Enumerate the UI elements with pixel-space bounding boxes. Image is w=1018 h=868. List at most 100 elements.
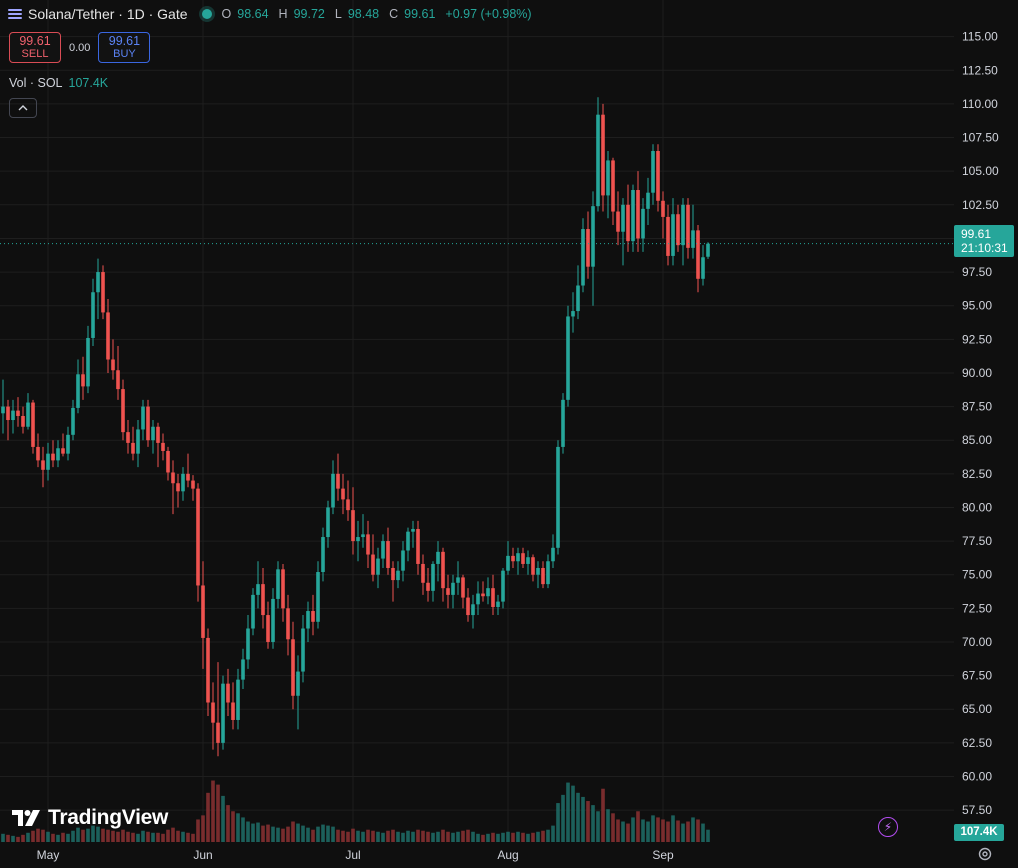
volume-bar <box>541 830 545 842</box>
volume-bars <box>1 780 710 842</box>
candle-body <box>331 473 335 508</box>
tradingview-logo[interactable]: TradingView <box>12 806 168 830</box>
sell-button[interactable]: 99.61 SELL <box>9 32 61 63</box>
candle-body <box>96 272 100 293</box>
candle-body <box>301 628 305 672</box>
candle-body <box>551 547 555 562</box>
price-tick-label: 62.50 <box>962 736 992 750</box>
candle-body <box>546 561 550 585</box>
candle-body <box>506 555 510 571</box>
volume-bar <box>566 782 570 842</box>
candle-body <box>391 567 395 581</box>
volume-bar <box>511 832 515 842</box>
candle-body <box>336 473 340 489</box>
candle-body <box>441 551 445 589</box>
candle-body <box>246 628 250 660</box>
price-tick-label: 70.00 <box>962 635 992 649</box>
bar-countdown: 21:10:31 <box>961 241 1008 255</box>
lightning-icon[interactable]: ⚡ <box>878 817 898 837</box>
candle-body <box>501 570 505 602</box>
candle-body <box>46 453 50 470</box>
candle-body <box>216 722 220 743</box>
candle-body <box>566 316 570 400</box>
candle-body <box>606 160 610 196</box>
candle-body <box>476 593 480 605</box>
volume-bar <box>166 829 170 842</box>
candle-body <box>241 659 245 680</box>
volume-bar <box>681 823 685 842</box>
candle-body <box>481 593 485 597</box>
candle-body <box>111 359 115 371</box>
volume-bar <box>571 785 575 842</box>
volume-bar <box>416 829 420 842</box>
volume-bar <box>286 826 290 842</box>
volume-bar <box>691 817 695 842</box>
candle-body <box>451 582 455 595</box>
price-axis[interactable]: 115.00112.50110.00107.50105.00102.50100.… <box>962 30 999 817</box>
tradingview-logo-icon <box>12 810 40 826</box>
candle-body <box>456 577 460 583</box>
candle-body <box>31 402 35 447</box>
collapse-legend-button[interactable] <box>9 98 37 118</box>
volume-bar <box>56 834 60 842</box>
volume-bar <box>586 801 590 842</box>
candle-body <box>641 208 645 239</box>
candlesticks <box>1 97 710 757</box>
buy-button[interactable]: 99.61 BUY <box>98 32 151 63</box>
volume-bar <box>451 832 455 842</box>
volume-bar <box>581 796 585 842</box>
candle-body <box>261 584 265 616</box>
volume-bar <box>46 831 50 842</box>
candle-body <box>6 406 10 421</box>
candle-body <box>21 415 25 427</box>
time-tick-label: Jun <box>193 848 212 862</box>
high-label: H <box>278 7 288 21</box>
legend-header: Solana/Tether · 1D · Gate O 98.64 H 99.72 … <box>8 6 536 22</box>
candle-body <box>631 190 635 242</box>
candle-body <box>361 534 365 538</box>
volume-bar <box>201 815 205 842</box>
volume-bar <box>6 834 10 842</box>
candle-body <box>201 585 205 638</box>
candle-body <box>666 216 670 256</box>
volume-bar <box>181 831 185 842</box>
price-tick-label: 107.50 <box>962 131 999 145</box>
volume-bar <box>136 833 140 842</box>
time-axis[interactable]: May Jun Jul Aug Sep <box>37 848 674 862</box>
candle-body <box>616 211 620 232</box>
candle-body <box>11 410 15 421</box>
candle-body <box>136 429 140 454</box>
volume-bar <box>676 820 680 842</box>
volume-bar <box>456 831 460 842</box>
volume-bar <box>701 823 705 842</box>
volume-bar <box>631 817 635 842</box>
volume-bar <box>616 819 620 842</box>
volume-bar <box>26 832 30 842</box>
high-value: 99.72 <box>293 7 325 21</box>
low-value: 98.48 <box>347 7 380 21</box>
candle-body <box>306 611 310 629</box>
volume-bar <box>91 825 95 842</box>
candle-body <box>571 311 575 317</box>
gear-icon[interactable] <box>977 846 993 862</box>
candle-body <box>576 285 580 312</box>
hamburger-icon[interactable] <box>8 7 22 21</box>
volume-bar <box>376 831 380 842</box>
volume-bar <box>246 821 250 842</box>
candle-body <box>466 597 470 616</box>
candle-body <box>141 406 145 430</box>
price-tick-label: 95.00 <box>962 299 992 313</box>
price-tick-label: 75.00 <box>962 568 992 582</box>
candle-body <box>651 151 655 193</box>
price-tick-label: 92.50 <box>962 332 992 346</box>
candle-body <box>231 702 235 720</box>
volume-bar <box>291 821 295 842</box>
volume-bar <box>406 830 410 842</box>
volume-bar <box>436 831 440 842</box>
candle-body <box>461 577 465 598</box>
volume-legend[interactable]: Vol · SOL 107.4K <box>9 76 108 90</box>
volume-bar <box>121 829 125 842</box>
symbol-title[interactable]: Solana/Tether · 1D · Gate <box>28 6 188 22</box>
volume-bar <box>371 830 375 842</box>
